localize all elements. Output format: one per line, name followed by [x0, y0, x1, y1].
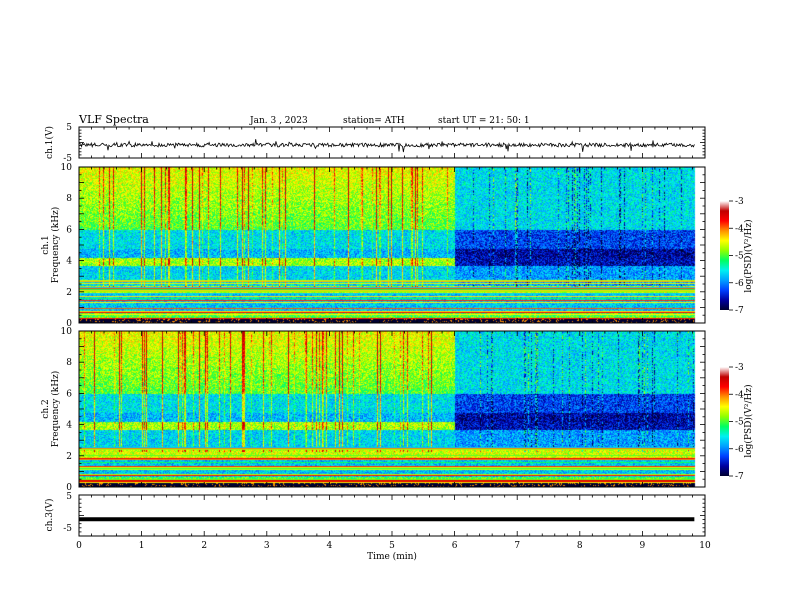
time-tick-label: 8 — [577, 541, 583, 551]
colorbar-tick-label: -3 — [735, 197, 744, 207]
frequency-tick-label: 0 — [66, 483, 72, 493]
figure-title: VLF Spectra — [78, 113, 149, 126]
station-label: station= ATH — [343, 116, 405, 126]
ch2-spectrogram-ticks — [78, 330, 706, 488]
frequency-tick-label: 8 — [66, 194, 72, 204]
ch2-channel-label: ch.2 — [41, 399, 51, 418]
time-tick-label: 7 — [514, 541, 520, 551]
colorbar-tick-label: -6 — [735, 445, 744, 455]
time-axis-tick-labels: 0 1 2 3 4 5 6 7 8 9 10 — [76, 541, 711, 551]
ch1-voltage-trace — [78, 139, 695, 153]
ch1-voltage-line — [78, 139, 695, 153]
colorbar-tick-label: -5 — [735, 418, 744, 428]
ch1-spectrogram-panel: 0 2 4 6 8 10 ch.1 Frequency (kHz) — [41, 163, 706, 329]
ch1-ytick-bottom: -5 — [63, 154, 72, 164]
ch2-colorbar-gradient — [720, 367, 729, 476]
ch1-colorbar: -3 -4 -5 -6 -7 log(PSD)(V²/Hz) — [720, 197, 754, 316]
frequency-tick-label: 2 — [66, 452, 72, 462]
frequency-tick-label: 4 — [66, 257, 72, 267]
ch2-frequency-tick-labels: 0 2 4 6 8 10 — [61, 327, 73, 493]
time-tick-label: 1 — [139, 541, 145, 551]
ch3-ytick-bottom: -5 — [63, 524, 72, 534]
time-tick-label: 9 — [640, 541, 646, 551]
start-time-label: start UT = 21: 50: 1 — [438, 116, 530, 126]
colorbar-tick-label: -7 — [735, 472, 744, 482]
ch1-spectrogram-image — [79, 167, 705, 323]
colorbar-tick-label: -4 — [735, 224, 744, 234]
time-axis-label: Time (min) — [367, 551, 417, 562]
date-label: Jan. 3 , 2023 — [249, 116, 308, 126]
ch2-frequency-ylabel: Frequency (kHz) — [50, 371, 61, 448]
time-tick-label: 6 — [452, 541, 458, 551]
ch3-voltage-panel: 5 -5 ch.3(V) 0 1 2 3 4 5 6 7 8 9 10 Time (min) — [44, 492, 711, 562]
colorbar-tick-label: -4 — [735, 390, 744, 400]
ch1-channel-label: ch.1 — [41, 235, 51, 254]
ch1-spectrogram-ticks — [78, 166, 706, 324]
frequency-tick-label: 2 — [66, 288, 72, 298]
frequency-tick-label: 4 — [66, 421, 72, 431]
ch1-ytick-top: 5 — [66, 123, 72, 133]
time-tick-label: 3 — [264, 541, 270, 551]
ch1-voltage-panel: 5 -5 ch.1(V) — [44, 123, 706, 164]
frequency-tick-label: 0 — [66, 319, 72, 329]
ch3-voltage-ticks — [78, 494, 706, 537]
ch2-colorbar-label: log(PSD)(V²/Hz) — [743, 384, 754, 457]
ch3-voltage-frame — [78, 494, 706, 537]
time-tick-label: 0 — [76, 541, 82, 551]
colorbar-tick-label: -5 — [735, 252, 744, 262]
frequency-tick-label: 6 — [66, 225, 72, 235]
frequency-tick-label: 10 — [61, 163, 73, 173]
ch1-frequency-ylabel: Frequency (kHz) — [50, 207, 61, 284]
ch2-colorbar: -3 -4 -5 -6 -7 log(PSD)(V²/Hz) — [720, 363, 754, 482]
ch2-spectrogram-image — [79, 331, 705, 487]
ch3-ytick-top: 5 — [66, 492, 72, 502]
ch1-colorbar-label: log(PSD)(V²/Hz) — [743, 219, 754, 292]
frequency-tick-label: 6 — [66, 389, 72, 399]
ch1-voltage-ylabel: ch.1(V) — [44, 126, 55, 159]
frequency-tick-label: 8 — [66, 358, 72, 368]
ch2-spectrogram-panel: 0 2 4 6 8 10 ch.2 Frequency (kHz) — [41, 327, 706, 493]
colorbar-tick-label: -3 — [735, 363, 744, 373]
time-tick-label: 5 — [389, 541, 395, 551]
time-tick-label: 2 — [201, 541, 207, 551]
ch1-voltage-ticks — [78, 126, 706, 159]
frequency-tick-label: 10 — [61, 327, 73, 337]
time-tick-label: 4 — [327, 541, 333, 551]
ch1-frequency-tick-labels: 0 2 4 6 8 10 — [61, 163, 73, 329]
ch3-voltage-ylabel: ch.3(V) — [44, 499, 55, 532]
ch2-colorbar-ticks: -3 -4 -5 -6 -7 — [729, 363, 744, 482]
time-tick-label: 10 — [699, 541, 711, 551]
colorbar-tick-label: -6 — [735, 279, 744, 289]
ch1-colorbar-ticks: -3 -4 -5 -6 -7 — [729, 197, 744, 316]
colorbar-tick-label: -7 — [735, 306, 744, 316]
ch1-colorbar-gradient — [720, 201, 729, 310]
